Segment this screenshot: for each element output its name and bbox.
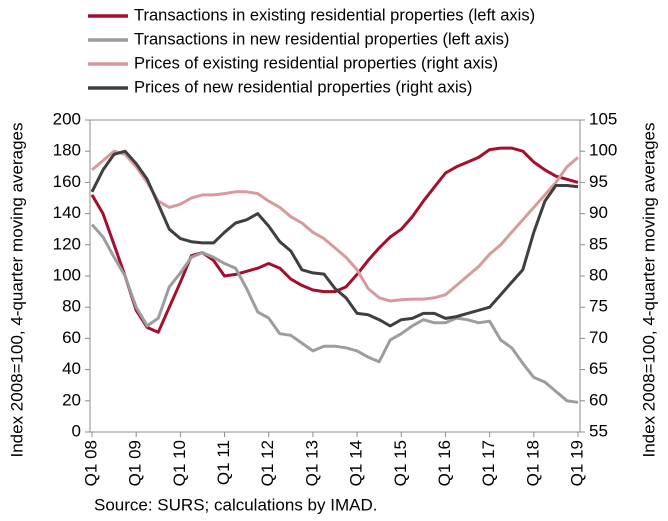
y-tick-label: 160	[53, 172, 81, 191]
y2-axis-label: Index 2008=100, 4-quarter moving average…	[639, 122, 658, 457]
y-tick-label: 100	[53, 265, 81, 284]
x-tick-label: Q1 15	[391, 440, 410, 486]
y2-tick-label: 105	[589, 109, 617, 128]
y2-tick-label: 75	[589, 297, 608, 316]
y-tick-label: 180	[53, 141, 81, 160]
y2-tick-label: 80	[589, 265, 608, 284]
y2-tick-label: 100	[589, 141, 617, 160]
x-tick-label: Q1 16	[435, 440, 454, 486]
y2-tick-label: 85	[589, 234, 608, 253]
series-line	[90, 146, 579, 334]
y-tick-label: 40	[62, 359, 81, 378]
series-line	[90, 149, 579, 328]
y-tick-label: 120	[53, 234, 81, 253]
legend: Transactions in existing residential pro…	[88, 6, 535, 96]
series-line	[90, 223, 579, 404]
y-tick-label: 140	[53, 203, 81, 222]
x-tick-label: Q1 10	[170, 440, 189, 486]
x-tick-label: Q1 13	[302, 440, 321, 486]
y-tick-label: 20	[62, 390, 81, 409]
x-tick-label: Q1 09	[126, 440, 145, 486]
plot-frame	[89, 119, 581, 433]
y2-tick-label: 95	[589, 172, 608, 191]
x-tick-label: Q1 14	[347, 440, 366, 486]
series-line	[91, 149, 579, 303]
y-axis-label: Index 2008=100, 4-quarter moving average…	[7, 122, 26, 457]
legend-label: Transactions in new residential properti…	[134, 30, 509, 48]
y2-tick-label: 65	[589, 359, 608, 378]
legend-label: Prices of existing residential propertie…	[134, 54, 498, 72]
y2-tick-label: 90	[589, 203, 608, 222]
y2-tick-label: 55	[589, 421, 608, 440]
y-tick-label: 200	[53, 109, 81, 128]
legend-label: Transactions in existing residential pro…	[134, 6, 535, 24]
y2-tick-label: 70	[589, 328, 608, 347]
source-note: Source: SURS; calculations by IMAD.	[94, 495, 377, 514]
x-tick-label: Q1 08	[81, 440, 100, 486]
x-tick-label: Q1 11	[214, 440, 233, 485]
y2-tick-label: 60	[589, 390, 608, 409]
y-tick-label: 60	[62, 328, 81, 347]
y-tick-label: 80	[62, 297, 81, 316]
x-tick-label: Q1 19	[567, 440, 586, 486]
x-tick-label: Q1 17	[479, 440, 498, 486]
x-tick-label: Q1 18	[523, 440, 542, 486]
x-tick-label: Q1 12	[258, 440, 277, 486]
y-tick-label: 0	[72, 421, 81, 440]
legend-label: Prices of new residential properties (ri…	[134, 78, 472, 96]
